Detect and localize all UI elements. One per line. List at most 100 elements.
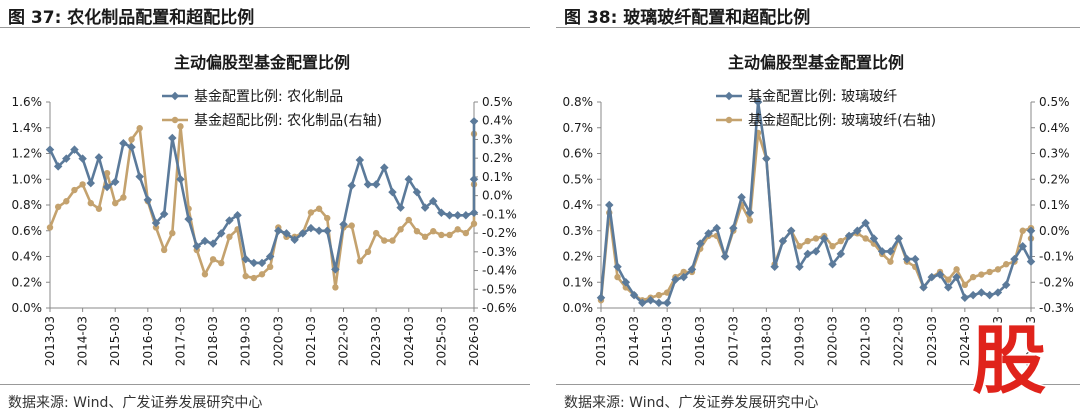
series-point-left <box>70 145 79 154</box>
series-point-left <box>159 209 169 219</box>
series-point-left <box>363 180 373 189</box>
series-point-left <box>786 226 796 235</box>
x-tick-label: 2024-03 <box>402 316 416 366</box>
legend-label: 基金超配比例: 农化制品(右轴) <box>194 112 382 129</box>
x-tick-label: 2023-03 <box>369 316 383 366</box>
series-point-right <box>405 216 412 224</box>
legend-swatch-marker <box>725 116 733 124</box>
series-point-left <box>935 270 945 279</box>
series-point-left <box>249 258 259 268</box>
series-point-right <box>978 271 985 278</box>
series-point-left <box>420 203 430 212</box>
series-point-right <box>446 231 453 239</box>
chart-glass-fiber: 主动偏股型基金配置比例 0.0% 0.1% 0.2% 0.3% 0.4% 0.5% 0.6% 0… <box>563 53 1074 366</box>
series-point-right <box>103 169 111 177</box>
x-tick-label: 2022-03 <box>337 316 351 366</box>
series-point-left <box>919 283 928 292</box>
series-point-left <box>729 223 738 233</box>
y-right-tick-label: -0.2% <box>1039 275 1074 289</box>
series-point-left <box>62 154 71 163</box>
series-point-right <box>986 268 993 276</box>
series-point-left <box>621 278 631 287</box>
series-point-right <box>812 235 820 242</box>
series-point-left <box>745 208 755 217</box>
series-point-left <box>629 290 639 300</box>
series-point-left <box>679 272 688 282</box>
x-tick-label: 2020-03 <box>826 316 840 366</box>
series-point-left <box>662 298 672 308</box>
y-left-tick-label: 0.4% <box>12 250 43 264</box>
series-point-right <box>266 263 274 270</box>
series-point-right <box>462 229 470 237</box>
y-left-tick-label: 1.2% <box>12 147 43 161</box>
series-point-left <box>453 211 462 220</box>
series-point-right <box>796 243 803 250</box>
series-point-left <box>762 154 771 163</box>
y-right-tick-label: 0.0% <box>1039 224 1070 238</box>
series-point-left <box>795 262 804 272</box>
x-tick-label: 2013-03 <box>594 316 608 366</box>
series-point-right <box>680 268 687 276</box>
series-point-left <box>208 239 218 248</box>
x-tick-label: 2019-03 <box>792 316 806 366</box>
series-point-right <box>381 237 388 244</box>
series-point-left <box>828 259 837 269</box>
series-point-left <box>778 236 788 246</box>
series-point-right <box>87 199 94 207</box>
y-right-tick-label: 0.1% <box>1039 198 1070 212</box>
figure-title: 图 38: 玻璃玻纤配置和超配比例 <box>564 8 811 28</box>
series-point-right <box>953 266 960 273</box>
series-point-left <box>720 252 730 261</box>
series-point-left <box>469 175 479 184</box>
series-point-left <box>78 154 87 163</box>
series-point-left <box>355 155 365 165</box>
y-right-tick-label: 0.3% <box>1039 147 1070 161</box>
y-left-tick-label: 0.3% <box>563 224 594 238</box>
x-tick-label: 2015-03 <box>108 316 122 366</box>
y-right-tick-label: 0.0% <box>482 189 513 203</box>
series-point-left <box>274 226 283 235</box>
series-point-left <box>687 265 697 274</box>
series-point-right <box>128 136 135 143</box>
x-tick-label: 2018-03 <box>206 316 220 366</box>
series-point-right <box>1019 227 1026 234</box>
series-point-right <box>887 258 894 265</box>
y-left-tick-label: 0.8% <box>563 95 594 109</box>
series-point-left <box>290 235 299 245</box>
series-point-left <box>322 226 332 235</box>
figure-37-panel: 图 37: 农化制品配置和超配比例 主动偏股型基金配置比例 0.0% 0.2% 0.4… <box>0 0 530 418</box>
series-point-right <box>250 274 258 282</box>
series-point-right <box>356 257 364 265</box>
series-point-left <box>944 283 953 292</box>
x-tick-label: 2018-03 <box>759 316 773 366</box>
top-rule <box>0 27 530 28</box>
series-point-right <box>655 291 663 299</box>
series-point-left <box>461 211 471 220</box>
figure-title: 图 37: 农化制品配置和超配比例 <box>8 8 255 28</box>
series-point-right <box>315 205 323 212</box>
series-point-left <box>216 229 226 238</box>
series-point-right <box>46 224 54 231</box>
series-point-right <box>63 198 70 205</box>
y-left-tick-label: 1.6% <box>12 95 43 109</box>
series-point-right <box>862 235 869 242</box>
y-right-tick-label: 0.4% <box>1039 121 1070 135</box>
series-point-right <box>413 228 421 235</box>
series-point-left <box>646 296 655 305</box>
x-tick-label: 2015-03 <box>660 316 674 366</box>
series-point-left <box>265 252 275 261</box>
series-point-left <box>94 153 104 162</box>
x-tick-label: 2020-03 <box>271 316 285 366</box>
series-point-left <box>993 288 1003 297</box>
series-point-right <box>837 237 845 245</box>
series-point-left <box>282 229 291 238</box>
y-right-tick-label: 0.5% <box>1039 95 1070 109</box>
series-point-left <box>927 272 937 282</box>
x-tick-label: 2019-03 <box>239 316 253 366</box>
series-point-left <box>225 216 234 225</box>
x-tick-label: 2026-03 <box>1024 316 1038 366</box>
x-tick-label: 2017-03 <box>173 316 187 366</box>
series-point-right <box>348 222 355 229</box>
series-point-left <box>1026 257 1036 266</box>
series-point-right <box>332 284 339 291</box>
